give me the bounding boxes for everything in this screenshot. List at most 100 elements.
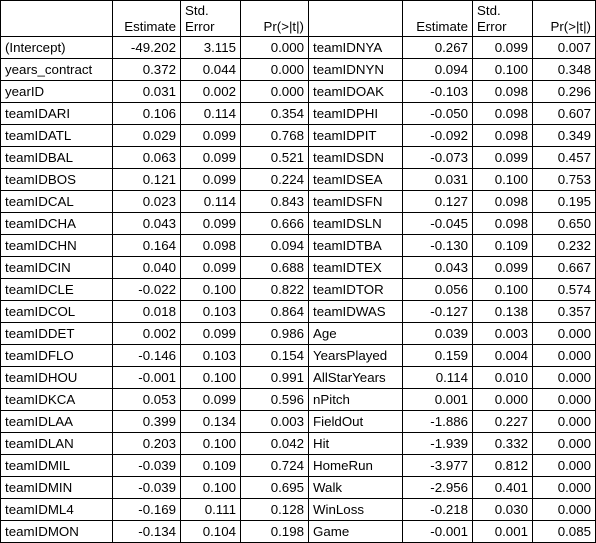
estimate-cell-left: 0.040 <box>112 256 181 279</box>
std-error-cell-right: 0.401 <box>472 476 533 499</box>
std-error-cell-left: 0.099 <box>180 212 241 235</box>
estimate-cell-right: 0.127 <box>402 190 473 213</box>
std-error-cell-left: 0.099 <box>180 256 241 279</box>
p-value-cell-left: 0.864 <box>240 300 309 323</box>
std-error-cell-left: 0.099 <box>180 146 241 169</box>
std-error-cell-left: 0.100 <box>180 278 241 301</box>
term-cell-right: Hit <box>308 432 403 455</box>
term-header-left <box>0 0 113 37</box>
p-value-cell-left: 0.224 <box>240 168 309 191</box>
p-value-cell-right: 0.296 <box>532 80 596 103</box>
p-value-cell-left: 0.042 <box>240 432 309 455</box>
std-error-cell-left: 0.111 <box>180 498 241 521</box>
estimate-header-right: Estimate <box>402 0 473 37</box>
term-cell-right: teamIDSFN <box>308 190 403 213</box>
estimate-cell-right: -0.130 <box>402 234 473 257</box>
estimate-cell-left: 0.106 <box>112 102 181 125</box>
table-row: teamIDARI 0.106 0.114 0.354 teamIDPHI -0.050 0… <box>0 102 596 125</box>
table-row: teamIDCHA 0.043 0.099 0.666 teamIDSLN -0.045 0… <box>0 212 596 235</box>
term-cell-right: teamIDTBA <box>308 234 403 257</box>
p-value-cell-left: 0.666 <box>240 212 309 235</box>
term-cell-right: teamIDPHI <box>308 102 403 125</box>
estimate-cell-right: 0.094 <box>402 58 473 81</box>
std-error-header-left: Std. Error <box>180 0 241 37</box>
std-error-cell-right: 0.099 <box>472 146 533 169</box>
term-cell-right: teamIDWAS <box>308 300 403 323</box>
p-value-cell-left: 0.198 <box>240 520 309 543</box>
std-error-cell-right: 0.001 <box>472 520 533 543</box>
term-cell-left: yearID <box>0 80 113 103</box>
estimate-cell-left: 0.023 <box>112 190 181 213</box>
std-error-cell-right: 0.100 <box>472 168 533 191</box>
term-cell-right: teamIDNYN <box>308 58 403 81</box>
estimate-cell-right: -0.073 <box>402 146 473 169</box>
table-row: teamIDCIN 0.040 0.099 0.688 teamIDTEX 0.043 0.… <box>0 256 596 279</box>
table-row: teamIDBOS 0.121 0.099 0.224 teamIDSEA 0.031 0.… <box>0 168 596 191</box>
p-value-cell-right: 0.000 <box>532 432 596 455</box>
table-row: yearID 0.031 0.002 0.000 teamIDOAK -0.103 0.09… <box>0 80 596 103</box>
estimate-cell-left: -0.022 <box>112 278 181 301</box>
term-cell-right: teamIDSLN <box>308 212 403 235</box>
p-value-cell-left: 0.003 <box>240 410 309 433</box>
term-cell-left: teamIDCHA <box>0 212 113 235</box>
std-error-cell-right: 0.332 <box>472 432 533 455</box>
table-row: teamIDFLO -0.146 0.103 0.154 YearsPlayed 0.15… <box>0 344 596 367</box>
term-cell-right: teamIDOAK <box>308 80 403 103</box>
term-cell-right: AllStarYears <box>308 366 403 389</box>
std-error-cell-left: 0.002 <box>180 80 241 103</box>
table-row: teamIDCAL 0.023 0.114 0.843 teamIDSFN 0.127 0.… <box>0 190 596 213</box>
p-value-cell-left: 0.822 <box>240 278 309 301</box>
estimate-cell-left: 0.121 <box>112 168 181 191</box>
term-cell-right: HomeRun <box>308 454 403 477</box>
p-value-cell-right: 0.000 <box>532 366 596 389</box>
estimate-cell-right: 0.039 <box>402 322 473 345</box>
table-row: teamIDML4 -0.169 0.111 0.128 WinLoss -0.218 0.… <box>0 498 596 521</box>
table-row: teamIDDET 0.002 0.099 0.986 Age 0.039 0.003 0.0… <box>0 322 596 345</box>
term-cell-right: teamIDSDN <box>308 146 403 169</box>
term-cell-left: teamIDBAL <box>0 146 113 169</box>
p-value-cell-left: 0.596 <box>240 388 309 411</box>
p-value-header-left: Pr(>|t|) <box>240 0 309 37</box>
table-row: teamIDBAL 0.063 0.099 0.521 teamIDSDN -0.073 0… <box>0 146 596 169</box>
term-cell-left: teamIDDET <box>0 322 113 345</box>
term-cell-left: teamIDHOU <box>0 366 113 389</box>
estimate-cell-right: 0.031 <box>402 168 473 191</box>
std-error-cell-left: 0.103 <box>180 344 241 367</box>
table-row: years_contract 0.372 0.044 0.000 teamIDNYN 0.… <box>0 58 596 81</box>
p-value-cell-left: 0.991 <box>240 366 309 389</box>
std-error-cell-right: 0.098 <box>472 212 533 235</box>
estimate-cell-left: -49.202 <box>112 36 181 59</box>
term-cell-left: teamIDCLE <box>0 278 113 301</box>
term-cell-left: teamIDCHN <box>0 234 113 257</box>
p-value-cell-right: 0.348 <box>532 58 596 81</box>
estimate-cell-right: -0.103 <box>402 80 473 103</box>
term-cell-left: teamIDATL <box>0 124 113 147</box>
table-row: teamIDMON -0.134 0.104 0.198 Game -0.001 0.001… <box>0 520 596 543</box>
p-value-cell-left: 0.000 <box>240 80 309 103</box>
estimate-cell-left: -0.039 <box>112 454 181 477</box>
std-error-cell-right: 0.138 <box>472 300 533 323</box>
p-value-cell-left: 0.000 <box>240 36 309 59</box>
term-cell-left: teamIDFLO <box>0 344 113 367</box>
p-value-cell-left: 0.986 <box>240 322 309 345</box>
std-error-cell-right: 0.098 <box>472 80 533 103</box>
estimate-cell-left: 0.203 <box>112 432 181 455</box>
term-cell-right: FieldOut <box>308 410 403 433</box>
estimate-cell-right: -1.886 <box>402 410 473 433</box>
std-error-cell-left: 0.104 <box>180 520 241 543</box>
p-value-cell-left: 0.094 <box>240 234 309 257</box>
term-cell-left: teamIDBOS <box>0 168 113 191</box>
term-cell-right: Walk <box>308 476 403 499</box>
std-error-cell-left: 0.100 <box>180 476 241 499</box>
term-cell-right: nPitch <box>308 388 403 411</box>
table-row: teamIDLAN 0.203 0.100 0.042 Hit -1.939 0.332 0.… <box>0 432 596 455</box>
term-cell-left: years_contract <box>0 58 113 81</box>
p-value-cell-right: 0.000 <box>532 388 596 411</box>
std-error-cell-left: 0.100 <box>180 366 241 389</box>
term-cell-right: WinLoss <box>308 498 403 521</box>
p-value-cell-left: 0.128 <box>240 498 309 521</box>
estimate-cell-right: 0.159 <box>402 344 473 367</box>
p-value-cell-right: 0.607 <box>532 102 596 125</box>
table-row: teamIDMIL -0.039 0.109 0.724 HomeRun -3.977 0.… <box>0 454 596 477</box>
table-row: teamIDATL 0.029 0.099 0.768 teamIDPIT -0.092 0… <box>0 124 596 147</box>
